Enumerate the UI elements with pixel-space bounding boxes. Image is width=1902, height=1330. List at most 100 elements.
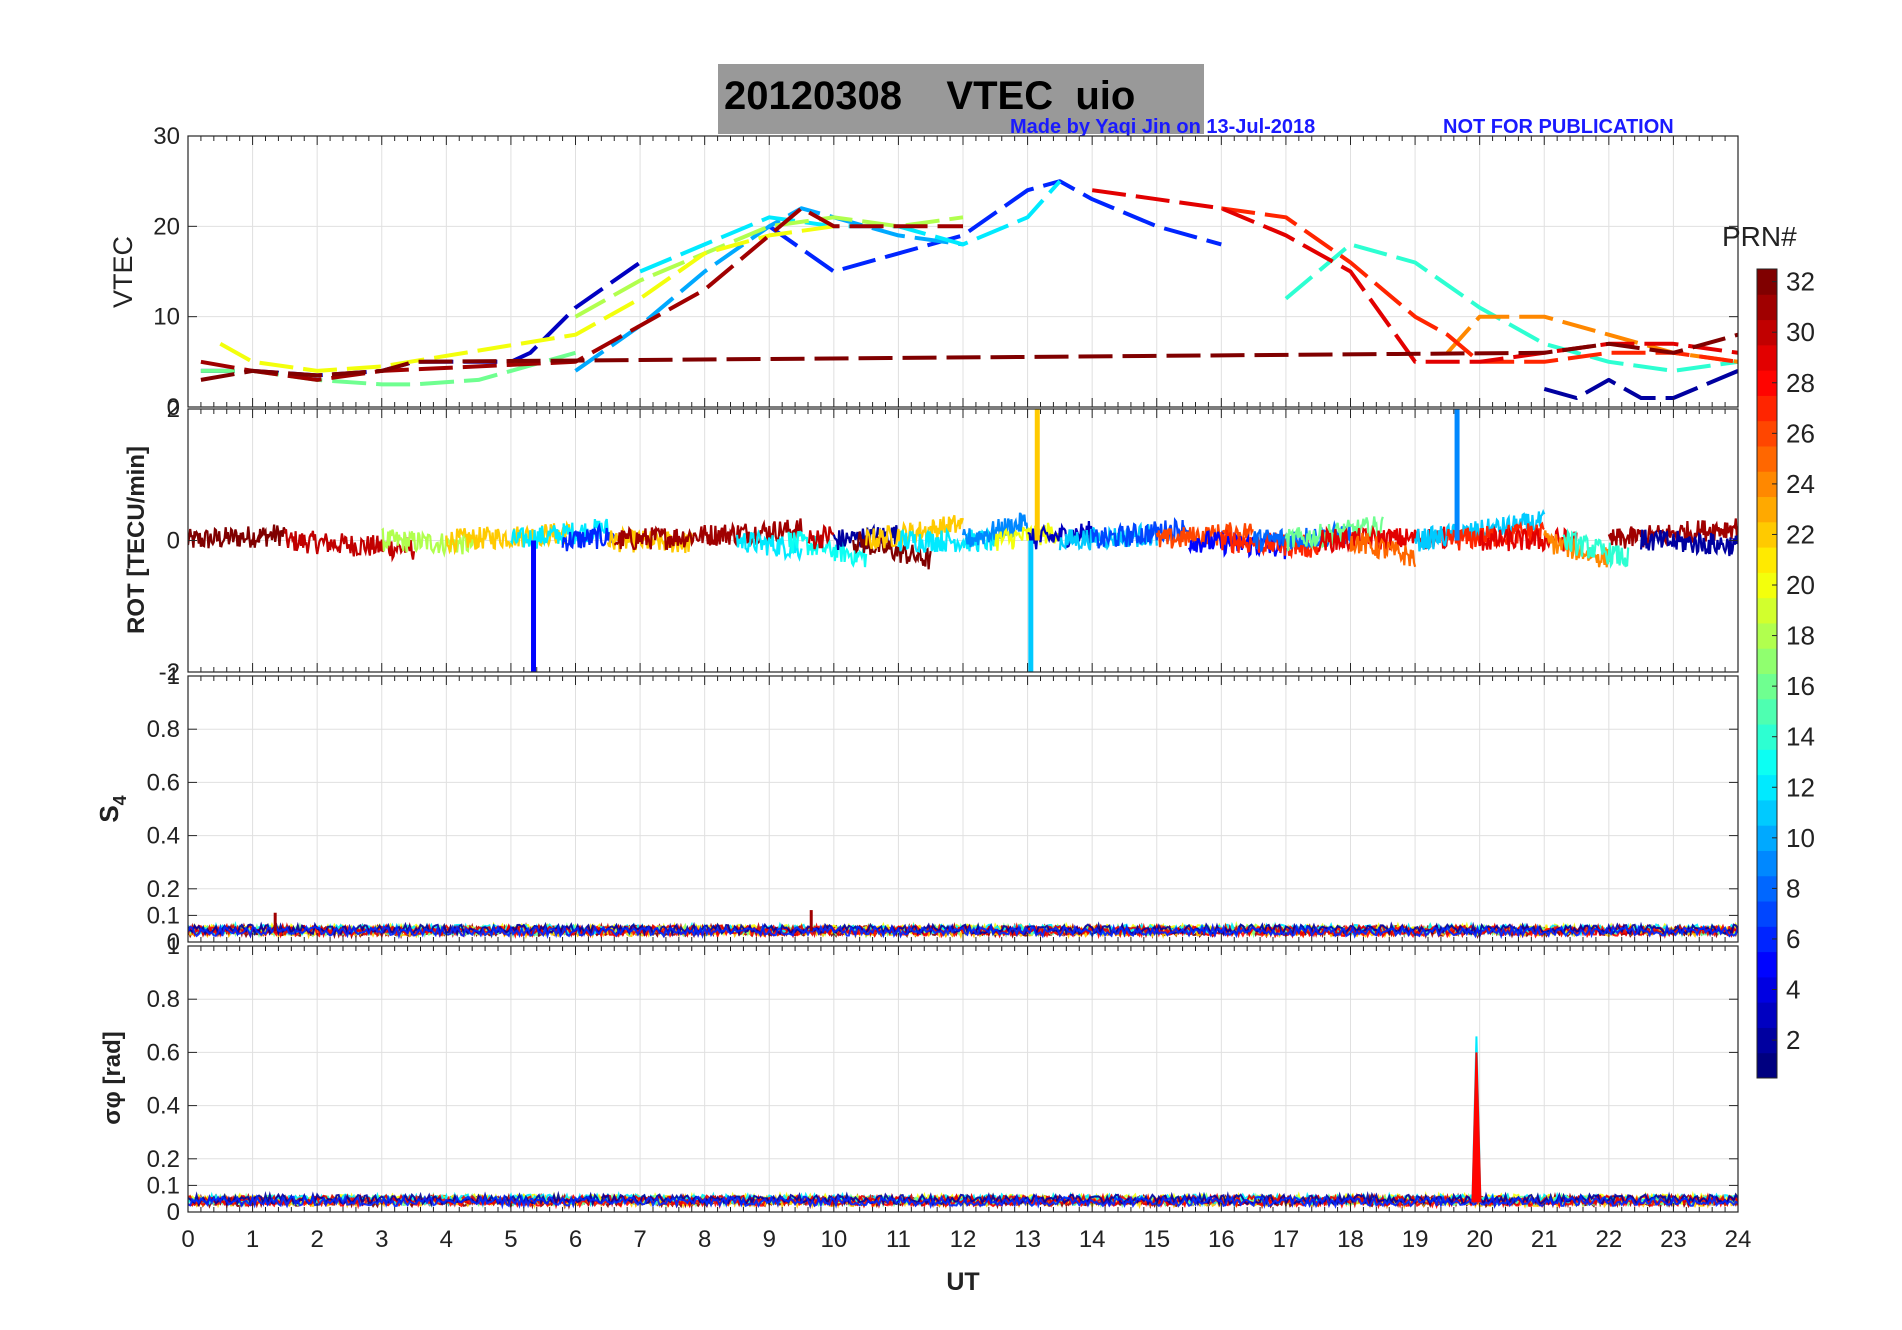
x-tick-label: 13 xyxy=(1014,1226,1041,1253)
x-tick-label: 4 xyxy=(440,1226,453,1253)
x-tick-label: 9 xyxy=(763,1226,776,1253)
colorbar-swatch xyxy=(1757,420,1777,447)
x-tick-label: 8 xyxy=(698,1226,711,1253)
y-tick-label: 0.2 xyxy=(147,1146,180,1173)
colorbar-swatch xyxy=(1757,496,1777,523)
x-tick-label: 2 xyxy=(310,1226,323,1253)
rot-trace-prn-6 xyxy=(561,522,616,552)
colorbar-swatch xyxy=(1757,319,1777,346)
notice-text: NOT FOR PUBLICATION xyxy=(1443,116,1674,138)
y-tick-label: -2 xyxy=(159,659,180,686)
colorbar-swatch xyxy=(1757,850,1777,877)
colorbar-swatch xyxy=(1757,344,1777,371)
x-tick-label: 5 xyxy=(504,1226,517,1253)
sigma-spike-prn-28 xyxy=(1471,1052,1482,1203)
y-tick-label: 0 xyxy=(167,929,180,956)
colorbar-tick-label: 6 xyxy=(1786,924,1800,954)
colorbar-swatch xyxy=(1757,749,1777,776)
rot-trace-prn-22 xyxy=(445,520,577,556)
colorbar-swatch xyxy=(1757,976,1777,1003)
colorbar-swatch xyxy=(1757,445,1777,472)
x-tick-label: 20 xyxy=(1466,1226,1493,1253)
colorbar-swatch xyxy=(1757,269,1777,295)
vtec-series-prn-20 xyxy=(219,224,835,373)
colorbar-swatch xyxy=(1757,799,1777,826)
vtec-series-prn-2 xyxy=(1543,369,1738,400)
y-tick-label: 0.6 xyxy=(147,1039,180,1066)
x-tick-label: 19 xyxy=(1402,1226,1429,1253)
y-tick-label: 0.4 xyxy=(147,823,180,850)
y-tick-label: 10 xyxy=(153,304,180,331)
y-tick-label: 0 xyxy=(167,394,180,421)
colorbar-swatch xyxy=(1757,951,1777,978)
x-tick-label: 15 xyxy=(1143,1226,1170,1253)
colorbar-swatch xyxy=(1757,926,1777,953)
title-box xyxy=(718,64,1204,134)
credit-text: Made by Yaqi Jin on 13-Jul-2018 xyxy=(1010,116,1316,138)
x-tick-label: 17 xyxy=(1273,1226,1300,1253)
colorbar-swatch xyxy=(1757,875,1777,902)
x-tick-label: 22 xyxy=(1595,1226,1622,1253)
colorbar-tick-label: 14 xyxy=(1786,722,1815,752)
colorbar-tick-label: 28 xyxy=(1786,368,1815,398)
y-tick-label: 0.1 xyxy=(147,1172,180,1199)
x-axis-label: UT xyxy=(946,1268,979,1296)
x-tick-label: 23 xyxy=(1660,1226,1687,1253)
colorbar-tick-label: 26 xyxy=(1786,418,1815,448)
y-tick-label: 0.8 xyxy=(147,716,180,743)
y-tick-label: 1 xyxy=(167,663,180,690)
chart-title: 20120308 VTEC uio xyxy=(724,74,1136,118)
rot-trace-prn-31 xyxy=(1607,518,1738,549)
colorbar-tick-label: 30 xyxy=(1786,317,1815,347)
colorbar-tick-label: 16 xyxy=(1786,671,1815,701)
x-tick-label: 24 xyxy=(1725,1226,1752,1253)
colorbar-tick-label: 4 xyxy=(1786,975,1800,1005)
vtec-series-prn-24 xyxy=(1445,314,1738,364)
x-tick-label: 10 xyxy=(820,1226,847,1253)
colorbar-swatch xyxy=(1757,547,1777,573)
colorbar-swatch xyxy=(1757,698,1777,725)
colorbar-swatch xyxy=(1757,521,1777,548)
rot-trace-prn-30 xyxy=(807,524,835,550)
vtec-series-prn-32 xyxy=(200,332,1738,382)
colorbar-swatch xyxy=(1757,648,1777,674)
vtec-series-prn-29 xyxy=(1091,188,1738,364)
y-tick-label: 1 xyxy=(167,933,180,960)
rot-trace-prn-20 xyxy=(994,522,1060,551)
colorbar-swatch xyxy=(1757,597,1777,624)
colorbar-swatch xyxy=(1757,294,1777,321)
rot-trace-prn-24 xyxy=(1543,530,1610,568)
y-tick-label: 20 xyxy=(153,213,180,240)
colorbar-swatch xyxy=(1757,1052,1777,1079)
y-tick-label: 2 xyxy=(167,396,180,423)
x-tick-label: 11 xyxy=(886,1226,911,1253)
vtec-series-prn-18 xyxy=(574,215,964,319)
colorbar-swatch xyxy=(1757,724,1777,750)
colorbar-swatch xyxy=(1757,1027,1777,1054)
rot-trace-prn-2 xyxy=(1640,529,1738,557)
x-tick-label: 21 xyxy=(1531,1226,1558,1253)
x-tick-label: 3 xyxy=(375,1226,388,1253)
colorbar-label: PRN# xyxy=(1722,221,1797,252)
vtec-series-prn-31 xyxy=(200,206,963,382)
y-axis-label: σφ [rad] xyxy=(99,1031,126,1125)
y-axis-label: S4 xyxy=(94,795,130,822)
rot-trace-prn-27 xyxy=(1220,529,1320,560)
y-tick-label: 0.2 xyxy=(147,876,180,903)
x-tick-label: 16 xyxy=(1208,1226,1235,1253)
colorbar-frame xyxy=(1756,268,1778,1079)
vtec-series-prn-27 xyxy=(1221,206,1738,364)
colorbar-swatch xyxy=(1757,1002,1777,1028)
rot-trace-prn-18 xyxy=(381,527,480,558)
rot-trace-prn-14 xyxy=(1562,528,1630,569)
colorbar-tick-label: 10 xyxy=(1786,823,1815,853)
x-tick-label: 1 xyxy=(246,1226,259,1253)
x-tick-label: 7 xyxy=(633,1226,646,1253)
y-axis-label-sub: 4 xyxy=(110,795,130,805)
y-axis-label: VTEC xyxy=(108,236,138,308)
colorbar-swatch xyxy=(1757,471,1777,498)
colorbar-tick-label: 2 xyxy=(1786,1025,1800,1055)
